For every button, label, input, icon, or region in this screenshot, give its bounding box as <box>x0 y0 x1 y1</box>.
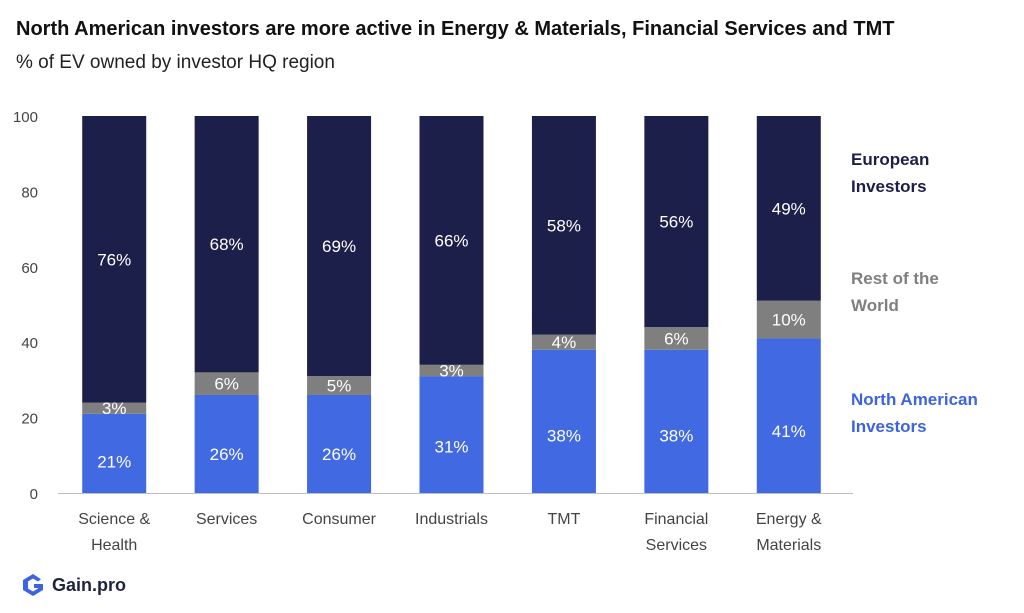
bar-segment <box>756 116 821 301</box>
legend-rest-line1: Rest of the <box>851 269 939 288</box>
legend-na-line1: North American <box>851 390 978 409</box>
data-label: 26% <box>210 445 244 464</box>
bar-segment <box>307 116 372 377</box>
bar-segment <box>82 402 147 414</box>
data-label: 68% <box>210 235 244 254</box>
bar-segment <box>307 394 372 493</box>
bar-segment <box>82 116 147 403</box>
legend-european: European Investors <box>851 146 1011 200</box>
brand-logo: Gain.pro <box>20 572 126 598</box>
data-label: 49% <box>772 199 806 218</box>
data-label: 10% <box>772 311 806 330</box>
y-tick-label: 60 <box>21 260 38 277</box>
bar-segment <box>419 116 484 365</box>
legend-rest-of-world: Rest of the World <box>851 265 1011 319</box>
y-tick-label: 40 <box>21 335 38 352</box>
x-tick-label: Energy & <box>756 511 822 528</box>
data-label: 58% <box>547 216 581 235</box>
x-tick-label: Health <box>91 537 137 554</box>
x-tick-label: Materials <box>756 537 821 554</box>
data-label: 6% <box>214 375 239 394</box>
data-label: 3% <box>439 361 464 380</box>
bar-segment <box>194 394 259 493</box>
y-tick-label: 80 <box>21 184 38 201</box>
gain-pro-logo-icon <box>23 574 43 596</box>
legend-rest-line2: World <box>851 296 899 315</box>
data-label: 31% <box>434 437 468 456</box>
bar-segment <box>531 349 596 493</box>
chart-subtitle: % of EV owned by investor HQ region <box>16 52 335 73</box>
bar-segment <box>531 334 596 350</box>
bar-segment <box>756 338 821 493</box>
bar-segment <box>82 413 147 493</box>
legend-european-line2: Investors <box>851 177 927 196</box>
data-label: 66% <box>434 231 468 250</box>
x-tick-label: Industrials <box>415 511 488 528</box>
x-tick-label: Consumer <box>302 511 376 528</box>
bar-segment <box>194 116 259 373</box>
data-label: 69% <box>322 237 356 256</box>
data-label: 76% <box>97 250 131 269</box>
bar-segment <box>419 364 484 377</box>
legend-north-american: North American Investors <box>851 386 1011 440</box>
brand-name: Gain.pro <box>52 574 127 595</box>
data-label: 6% <box>664 329 689 348</box>
legend-european-line1: European <box>851 150 930 169</box>
data-label: 21% <box>97 452 131 471</box>
y-tick-label: 20 <box>21 411 38 428</box>
chart-title: North American investors are more active… <box>16 18 895 40</box>
data-label: 38% <box>547 427 581 446</box>
bar-segment <box>644 116 709 328</box>
data-label: 41% <box>772 422 806 441</box>
data-label: 56% <box>659 213 693 232</box>
bar-segment <box>307 376 372 395</box>
data-label: 38% <box>659 427 693 446</box>
bar-segment <box>531 116 596 335</box>
legend-na-line2: Investors <box>851 417 927 436</box>
y-tick-label: 0 <box>30 486 38 503</box>
data-label: 26% <box>322 445 356 464</box>
y-tick-label: 100 <box>13 109 38 126</box>
x-tick-label: Services <box>196 511 257 528</box>
x-tick-label: TMT <box>547 511 580 528</box>
bar-segment <box>194 372 259 395</box>
x-tick-label: Science & <box>78 511 150 528</box>
bar-segment <box>644 349 709 493</box>
bar-segment <box>644 327 709 350</box>
data-label: 4% <box>552 333 577 352</box>
bar-segment <box>419 376 484 493</box>
x-tick-label: Financial <box>644 511 708 528</box>
data-label: 3% <box>102 399 127 418</box>
bar-segment <box>756 300 821 339</box>
data-label: 5% <box>327 377 352 396</box>
x-tick-label: Services <box>646 537 707 554</box>
